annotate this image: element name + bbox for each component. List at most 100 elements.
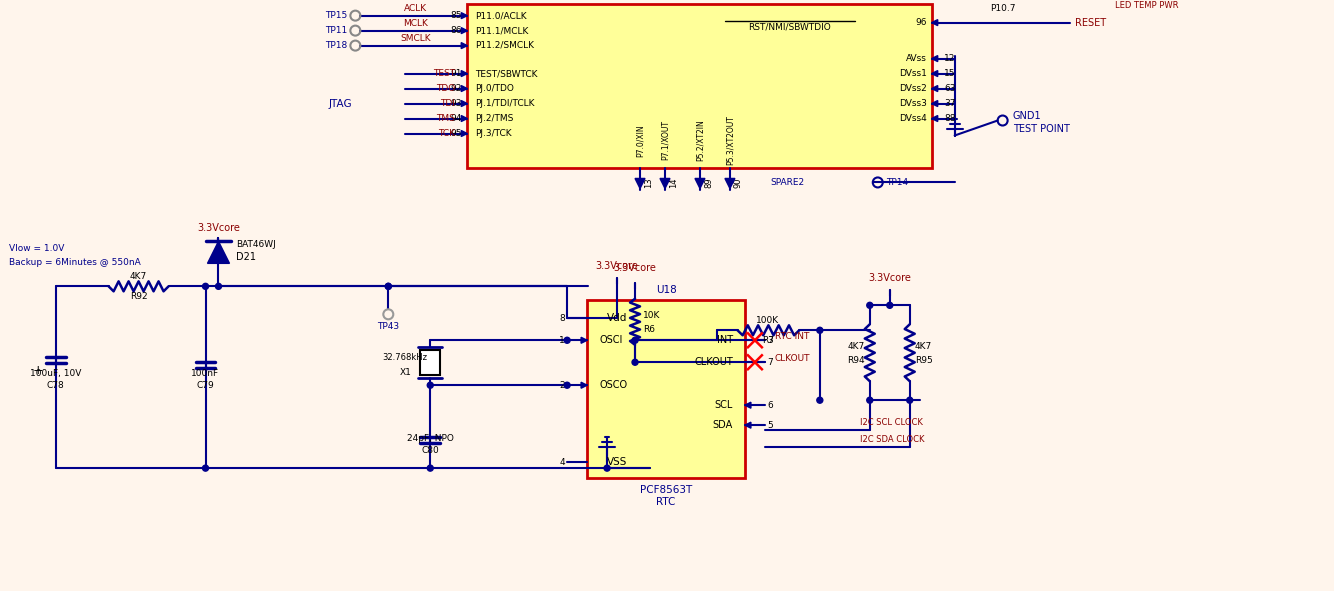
- Text: +: +: [32, 363, 43, 376]
- Text: 86: 86: [451, 26, 462, 35]
- Text: RST/NMI/SBWTDIO: RST/NMI/SBWTDIO: [748, 22, 831, 31]
- Text: R94: R94: [847, 356, 864, 365]
- Text: DVss1: DVss1: [899, 69, 927, 78]
- Text: C79: C79: [196, 381, 215, 389]
- Text: 5: 5: [767, 421, 772, 430]
- Text: I2C SDA CLOCK: I2C SDA CLOCK: [860, 434, 924, 444]
- Polygon shape: [931, 115, 938, 122]
- Polygon shape: [462, 12, 467, 19]
- Text: INT: INT: [716, 335, 732, 345]
- Polygon shape: [462, 43, 467, 48]
- Text: VSS: VSS: [607, 457, 627, 467]
- Circle shape: [564, 382, 570, 388]
- Circle shape: [632, 337, 638, 343]
- Text: 4K7: 4K7: [915, 342, 932, 351]
- Text: 89: 89: [704, 177, 712, 188]
- Text: 10K: 10K: [643, 311, 660, 320]
- Polygon shape: [462, 28, 467, 34]
- Polygon shape: [744, 422, 751, 428]
- Circle shape: [386, 283, 391, 290]
- Text: TP11: TP11: [325, 26, 347, 35]
- Text: 1: 1: [559, 336, 566, 345]
- Circle shape: [386, 283, 391, 290]
- Polygon shape: [582, 337, 587, 343]
- Text: 24pF, NPO: 24pF, NPO: [407, 434, 454, 443]
- Circle shape: [427, 382, 434, 388]
- Text: D21: D21: [236, 252, 256, 262]
- Text: 4K7: 4K7: [129, 272, 147, 281]
- Text: OSCO: OSCO: [599, 380, 627, 390]
- Text: PJ.0/TDO: PJ.0/TDO: [475, 84, 514, 93]
- Text: 3: 3: [767, 336, 772, 345]
- Text: 3.3Vcore: 3.3Vcore: [595, 261, 639, 271]
- Text: R7: R7: [762, 336, 774, 345]
- Text: DVss4: DVss4: [899, 114, 927, 123]
- Text: TP15: TP15: [325, 11, 347, 20]
- Polygon shape: [931, 100, 938, 106]
- Polygon shape: [462, 131, 467, 137]
- Text: C78: C78: [47, 381, 64, 389]
- Circle shape: [816, 327, 823, 333]
- Text: Vdd: Vdd: [607, 313, 627, 323]
- Text: 4: 4: [559, 457, 566, 467]
- Text: 14: 14: [668, 177, 678, 188]
- Polygon shape: [724, 178, 735, 189]
- Text: P10.7: P10.7: [990, 4, 1015, 13]
- Text: C80: C80: [422, 446, 439, 454]
- Text: 63: 63: [944, 84, 955, 93]
- Text: P5.3/XT2OUT: P5.3/XT2OUT: [726, 116, 735, 165]
- Text: 100uF, 10V: 100uF, 10V: [29, 369, 81, 378]
- Polygon shape: [208, 241, 229, 264]
- Text: 96: 96: [915, 18, 927, 27]
- Text: 7: 7: [767, 358, 772, 367]
- Text: CLKOUT: CLKOUT: [775, 354, 810, 363]
- Text: TDO: TDO: [436, 84, 455, 93]
- Text: TMS: TMS: [436, 114, 455, 123]
- Text: P11.1/MCLK: P11.1/MCLK: [475, 26, 528, 35]
- Text: P7.0/XIN: P7.0/XIN: [635, 124, 644, 157]
- Text: GND1: GND1: [1013, 111, 1042, 121]
- Text: 100K: 100K: [756, 316, 779, 325]
- Text: 92: 92: [451, 84, 462, 93]
- Text: TP18: TP18: [325, 41, 347, 50]
- Polygon shape: [931, 20, 938, 25]
- Circle shape: [907, 397, 912, 403]
- Text: 32.768kHz: 32.768kHz: [383, 353, 428, 362]
- Polygon shape: [582, 382, 587, 388]
- Text: R6: R6: [643, 325, 655, 335]
- Text: SDA: SDA: [712, 420, 732, 430]
- Text: TP14: TP14: [886, 178, 908, 187]
- Text: R95: R95: [915, 356, 932, 365]
- Text: DVss2: DVss2: [899, 84, 927, 93]
- Text: CLKOUT: CLKOUT: [694, 357, 732, 367]
- Circle shape: [203, 283, 208, 290]
- Text: 91: 91: [451, 69, 462, 78]
- Text: PJ.2/TMS: PJ.2/TMS: [475, 114, 514, 123]
- Text: TEST/SBWTCK: TEST/SBWTCK: [475, 69, 538, 78]
- Text: Vlow = 1.0V: Vlow = 1.0V: [9, 244, 64, 253]
- Text: 100nF: 100nF: [192, 369, 220, 378]
- Text: U18: U18: [655, 285, 676, 296]
- Text: 88: 88: [944, 114, 955, 123]
- Text: 12: 12: [944, 54, 955, 63]
- Text: DVss3: DVss3: [899, 99, 927, 108]
- Text: 37: 37: [944, 99, 955, 108]
- Polygon shape: [462, 70, 467, 77]
- Circle shape: [604, 465, 610, 471]
- Text: OSCI: OSCI: [599, 335, 623, 345]
- Polygon shape: [660, 178, 670, 189]
- Text: 90: 90: [734, 177, 743, 188]
- Circle shape: [867, 397, 872, 403]
- Circle shape: [427, 465, 434, 471]
- Text: 8: 8: [559, 314, 566, 323]
- Text: P11.0/ACLK: P11.0/ACLK: [475, 11, 527, 20]
- Polygon shape: [462, 100, 467, 106]
- Circle shape: [216, 283, 221, 290]
- Polygon shape: [931, 70, 938, 77]
- Circle shape: [632, 359, 638, 365]
- Text: JTAG: JTAG: [328, 99, 352, 109]
- Text: ACLK: ACLK: [404, 4, 427, 13]
- Text: MCLK: MCLK: [403, 19, 428, 28]
- Polygon shape: [635, 178, 646, 189]
- Polygon shape: [695, 178, 704, 189]
